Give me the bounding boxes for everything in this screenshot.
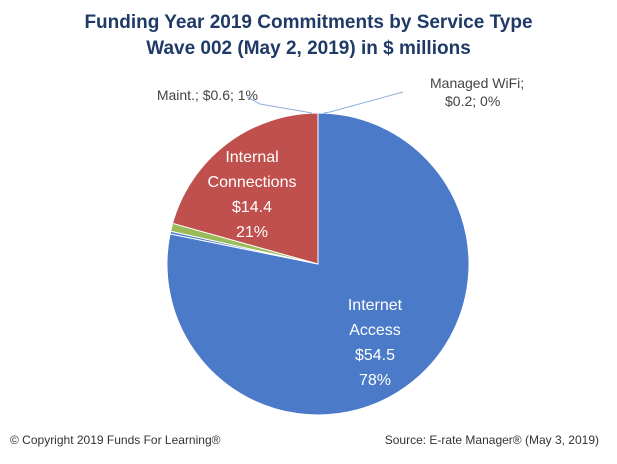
outside-label-maint: Maint.; $0.6; 1%	[157, 87, 258, 103]
category-label-internal: Connections	[208, 174, 297, 191]
category-label-managed-wifi: Managed WiFi;	[430, 75, 524, 91]
data-label-internet: Internet Access $54.5 78%	[348, 297, 403, 389]
source-note: Source: E-rate Manager® (May 3, 2019)	[384, 433, 599, 447]
leader-line-managed-wifi	[323, 91, 404, 114]
leader-line-maint	[246, 96, 313, 114]
copyright-note: © Copyright 2019 Funds For Learning®	[10, 433, 221, 447]
value-label-internet: $54.5	[355, 347, 395, 364]
percent-label-internal: 21%	[236, 224, 268, 241]
chart-title: Funding Year 2019 Commitments by Service…	[84, 12, 533, 33]
data-label-internal: Internal Connections $14.4 21%	[208, 149, 297, 241]
pie-slice-internal	[171, 112, 319, 265]
data-labels: Internet Access $54.5 78% Managed WiFi; $0.2;…	[157, 75, 524, 389]
value-label-internal: $14.4	[232, 199, 272, 216]
category-label-internet: Internet	[348, 297, 403, 314]
value-label-managed-wifi: $0.2; 0%	[445, 93, 500, 109]
data-label-maint: Maint.; $0.6; 1%	[157, 87, 258, 103]
pie-slices	[166, 112, 470, 416]
data-label-managed-wifi: Managed WiFi; $0.2; 0%	[430, 75, 524, 109]
value-label-maint: $0.6; 1%	[203, 87, 258, 103]
category-label-internet: Access	[349, 322, 401, 339]
category-label-maint: Maint.;	[157, 87, 203, 103]
chart-subtitle: Wave 002 (May 2, 2019) in $ millions	[146, 38, 471, 59]
percent-label-internet: 78%	[359, 372, 391, 389]
leader-lines	[246, 91, 404, 114]
category-label-internal: Internal	[225, 149, 278, 166]
pie-slice-internet	[166, 112, 470, 416]
